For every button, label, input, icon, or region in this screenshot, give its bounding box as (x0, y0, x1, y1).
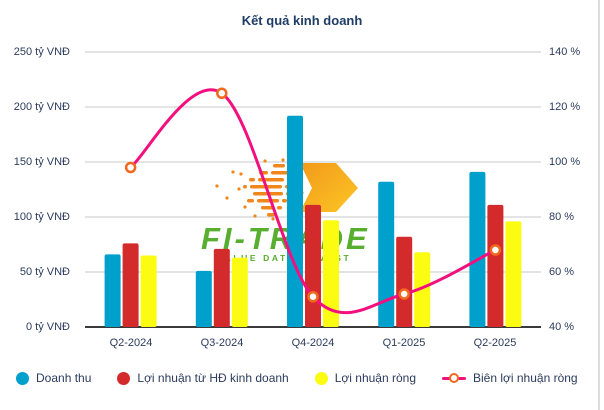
legend: Doanh thu Lợi nhuận từ HĐ kinh doanh Lợi… (16, 366, 596, 390)
bar-1-Q1-2025[interactable] (396, 236, 413, 327)
y-axis-right-label-120: 120 % (549, 101, 581, 113)
bar-2-Q2-2024[interactable] (140, 255, 157, 328)
bar-1-Q2-2025[interactable] (487, 204, 504, 327)
bar-1-Q3-2024[interactable] (213, 248, 230, 327)
legend-label-loi-nhuan-hdkd: Lợi nhuận từ HĐ kinh doanh (137, 371, 289, 385)
y-axis-left-label-100: 100 tỷ VNĐ (13, 211, 70, 223)
margin-marker-Q2-2025[interactable] (489, 244, 502, 256)
legend-swatch-loi-nhuan-hdkd-icon (117, 371, 131, 385)
y-axis-right-label-140: 140 % (549, 46, 581, 58)
bar-2-Q2-2025[interactable] (505, 221, 522, 327)
y-axis-right-label-60: 60 % (549, 266, 575, 278)
bar-1-Q2-2024[interactable] (122, 243, 139, 327)
legend-label-loi-nhuan-rong: Lợi nhuận ròng (334, 371, 416, 385)
legend-swatch-loi-nhuan-rong-icon (314, 371, 328, 385)
x-axis-label-q2-2024: Q2-2024 (109, 337, 153, 349)
y-axis-left-label-200: 200 tỷ VNĐ (13, 101, 70, 113)
legend-swatch-doanh-thu-icon (16, 371, 29, 385)
margin-marker-Q3-2024[interactable] (216, 87, 228, 99)
margin-marker-Q1-2025[interactable] (398, 288, 410, 300)
bar-2-Q1-2025[interactable] (414, 252, 431, 327)
y-axis-right-label-80: 80 % (549, 211, 575, 223)
legend-swatch-bien-loi-nhuan-icon (442, 372, 466, 385)
margin-line (129, 88, 497, 315)
y-axis-left-label-50: 50 tỷ VNĐ (19, 266, 70, 278)
y-axis-right-label-40: 40 % (549, 321, 575, 333)
watermark-arrow-icon (300, 163, 358, 212)
y-axis-left-label-150: 150 tỷ VNĐ (13, 156, 70, 168)
bar-2-Q4-2024[interactable] (323, 220, 339, 327)
bar-1-Q4-2024[interactable] (305, 204, 321, 327)
bar-0-Q2-2024[interactable] (104, 254, 121, 327)
x-axis-label-q4-2024: Q4-2024 (291, 337, 335, 349)
margin-marker-Q4-2024[interactable] (307, 291, 319, 303)
legend-item-loi-nhuan-rong[interactable]: Lợi nhuận ròng (314, 371, 416, 385)
x-axis-label-q1-2025: Q1-2025 (382, 337, 426, 349)
bar-0-Q4-2024[interactable] (287, 115, 303, 327)
x-axis-label-q2-2025: Q2-2025 (473, 337, 517, 349)
y-axis-left-label-250: 250 tỷ VNĐ (13, 46, 70, 58)
chart-title: Kết quả kinh doanh (241, 13, 363, 28)
panel-right-border (598, 0, 600, 410)
legend-label-doanh-thu: Doanh thu (36, 371, 92, 385)
x-axis-label-q3-2024: Q3-2024 (200, 337, 244, 349)
y-axis-left-label-0: 0 tỷ VNĐ (25, 321, 70, 333)
bar-0-Q3-2024[interactable] (195, 270, 212, 327)
bar-0-Q2-2025[interactable] (469, 171, 486, 327)
watermark-tagline-left: VALUE DATA (217, 253, 296, 263)
legend-label-bien-loi-nhuan-rong: Biên lợi nhuận ròng (473, 371, 578, 385)
legend-item-loi-nhuan-hdkd[interactable]: Lợi nhuận từ HĐ kinh doanh (117, 371, 289, 385)
legend-item-doanh-thu[interactable]: Doanh thu (16, 371, 91, 385)
legend-item-bien-loi-nhuan-rong[interactable]: Biên lợi nhuận ròng (442, 371, 578, 385)
y-axis-right-label-100: 100 % (549, 156, 581, 168)
bar-2-Q3-2024[interactable] (231, 257, 248, 327)
bar-0-Q1-2025[interactable] (378, 181, 395, 327)
margin-marker-Q2-2024[interactable] (124, 161, 137, 174)
